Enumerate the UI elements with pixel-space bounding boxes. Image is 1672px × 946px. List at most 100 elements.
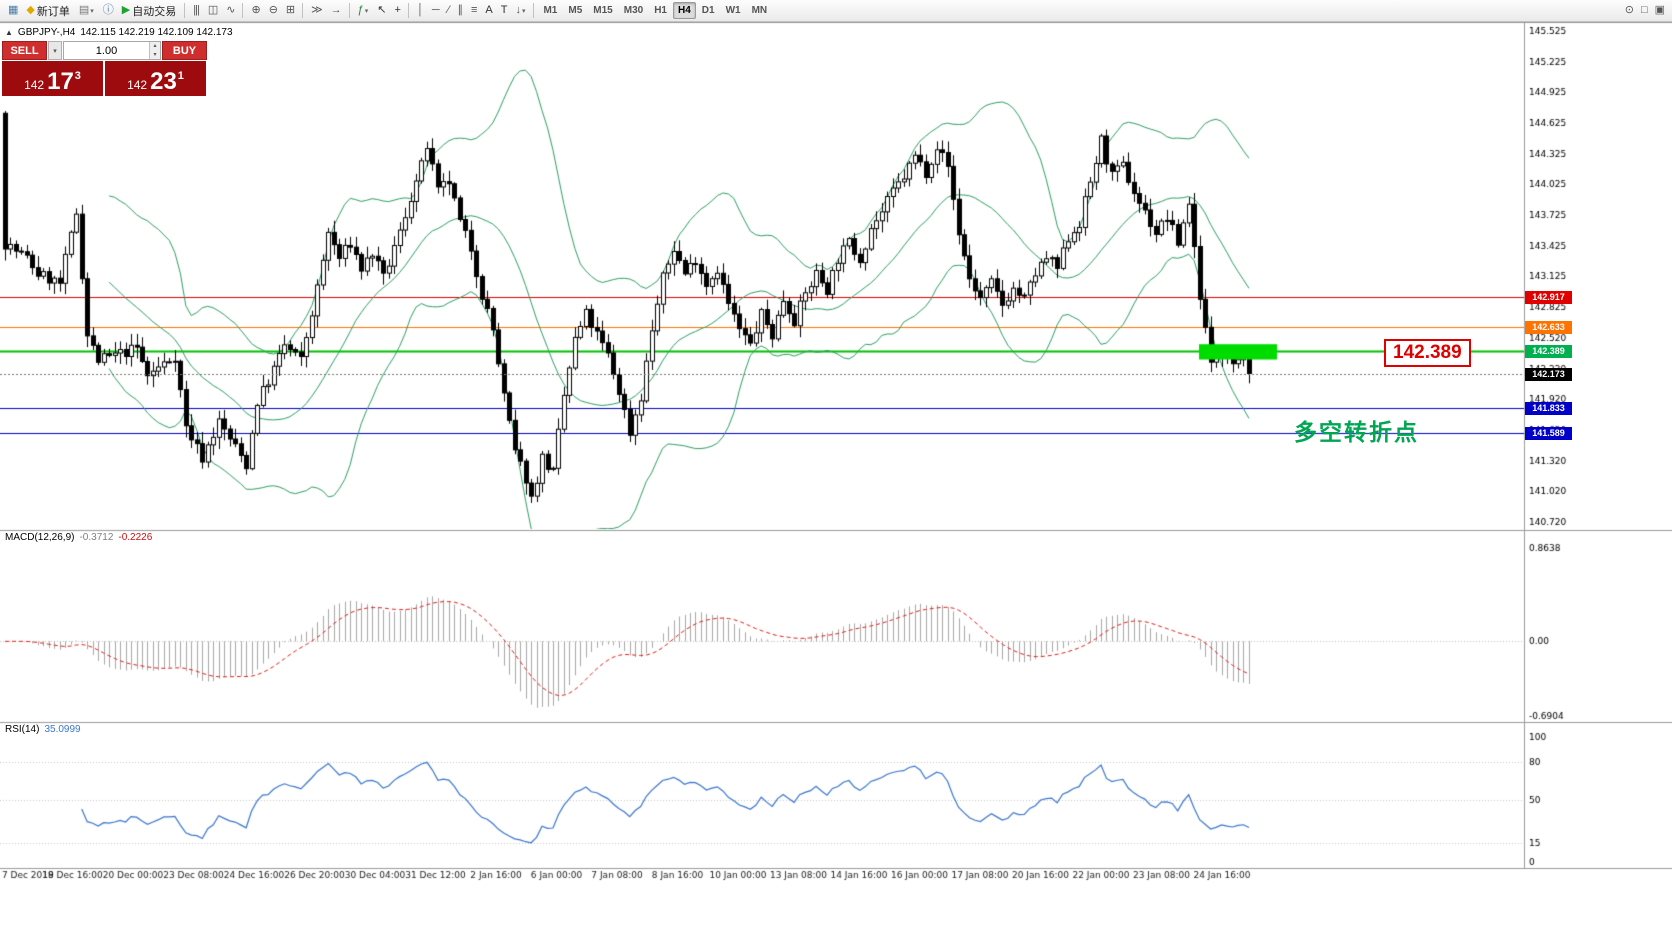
new-order-label: 新订单 (36, 5, 70, 18)
chart-symbol-label: GBPJPY-,H4 (17, 27, 76, 38)
text-button[interactable]: A (481, 2, 495, 20)
buy-price-pip: 1 (177, 70, 184, 82)
hline-badge-141833: 141.833 (1525, 402, 1572, 416)
vertical-line-button[interactable]: │ (413, 2, 427, 20)
auto-trading-label: 自动交易 (132, 5, 177, 18)
sell-button[interactable]: SELL (2, 41, 47, 60)
fibonacci-button[interactable]: ≡ (467, 2, 480, 20)
horizontal-line-button[interactable]: ─ (428, 2, 443, 20)
auto-trading-button[interactable]: ▶ 自动交易 (118, 2, 180, 20)
timeframe-m5[interactable]: M5 (568, 5, 583, 16)
price-chart-canvas[interactable] (0, 22, 1672, 946)
bar-chart-type-button[interactable]: ||| (189, 2, 203, 20)
text-icon: A (485, 4, 492, 16)
cursor-icon: ↖ (377, 4, 386, 16)
buy-button[interactable]: BUY (162, 41, 207, 60)
search-button[interactable]: ⊙ (1621, 2, 1637, 20)
trendline-icon: ∕ (447, 4, 450, 16)
cursor-button[interactable]: ↖ (373, 2, 389, 20)
rsi-indicator-label: RSI(14) 35.0999 (5, 724, 81, 735)
chart-shift-button[interactable]: → (327, 2, 345, 20)
chart-profiles-chevron-down-icon: ▾ (90, 7, 94, 15)
hline-badge-142917: 142.917 (1525, 291, 1572, 305)
horizontal-line-icon: ─ (431, 4, 440, 16)
arrows-button[interactable]: ↓ ▾ (511, 2, 529, 20)
main-toolbar: ▦ ◆ 新订单 ▤ ▾ ⓘ ▶ 自动交易 ||| ◫ ∿ ⊕ ⊖ ⊞ ≫ → ƒ ▾ ↖ + │ ─ ∕ ∥ ≡ A T ↓ ▾ M1 M5… (0, 0, 1672, 22)
new-window-icon: □ (1640, 4, 1648, 16)
crosshair-icon: + (394, 4, 402, 16)
new-chart-button[interactable]: ▦ (4, 2, 21, 20)
crosshair-button[interactable]: + (391, 2, 404, 20)
window-layout-button[interactable]: ▣ (1651, 2, 1668, 20)
macd-indicator-label: MACD(12,26,9) -0.3712 -0.2226 (5, 532, 152, 543)
new-chart-icon: ▦ (8, 4, 18, 16)
timeframe-h1[interactable]: H1 (654, 5, 667, 16)
volume-field: ▴ ▾ (63, 41, 161, 60)
auto-scroll-button[interactable]: ≫ (307, 2, 326, 20)
toolbar-separator (184, 3, 186, 18)
chart-profiles-button[interactable]: ▤ ▾ (75, 2, 98, 20)
tile-windows-icon: ⊞ (285, 4, 295, 16)
macd-signal-value: -0.2226 (118, 532, 153, 543)
toolbar-separator (407, 3, 409, 18)
toolbar-right-group: ⊙ □ ▣ (1621, 2, 1668, 20)
chart-symbol-info: ▲ GBPJPY-,H4 142.115 142.219 142.109 142… (5, 27, 233, 38)
timeframe-m1[interactable]: M1 (543, 5, 558, 16)
text-label-button[interactable]: T (497, 2, 511, 20)
line-chart-type-icon: ∿ (226, 4, 235, 16)
buy-price-prefix: 142 (127, 77, 148, 92)
search-icon: ⊙ (1624, 4, 1634, 16)
volume-input[interactable] (64, 42, 149, 59)
indicators-chevron-down-icon: ▾ (364, 7, 369, 15)
candlestick-chart-type-button[interactable]: ◫ (204, 2, 221, 20)
timeframe-m15[interactable]: M15 (593, 5, 613, 16)
sell-price-big: 17 (47, 67, 74, 95)
equidistant-channel-icon: ∥ (457, 4, 462, 16)
bid-price-badge: 142.173 (1525, 367, 1572, 381)
hline-badge-142633: 142.633 (1525, 320, 1572, 334)
timeframe-h4[interactable]: H4 (672, 2, 696, 19)
window-layout-icon: ▣ (1654, 4, 1665, 16)
rsi-value: 35.0999 (44, 724, 81, 735)
sell-price-pip: 3 (74, 70, 81, 82)
turning-point-annotation[interactable]: 多空转折点 (1294, 419, 1419, 445)
indicators-icon: ƒ (357, 4, 364, 16)
order-options-button[interactable]: ▾ (48, 41, 62, 60)
spin-up-icon[interactable]: ▴ (150, 42, 160, 51)
volume-stepper: ▴ ▾ (149, 42, 160, 59)
new-order-button[interactable]: ◆ 新订单 (22, 2, 73, 20)
zoom-in-button[interactable]: ⊕ (247, 2, 263, 20)
timeframe-m30[interactable]: M30 (623, 5, 644, 16)
indicators-button[interactable]: ƒ ▾ (354, 2, 373, 20)
sell-price-prefix: 142 (24, 77, 45, 92)
equidistant-channel-button[interactable]: ∥ (453, 2, 466, 20)
zoom-in-icon: ⊕ (251, 4, 260, 16)
toolbar-separator (533, 3, 535, 18)
chevron-down-icon: ▾ (53, 47, 57, 55)
sell-price-display[interactable]: 142 17 3 (2, 61, 103, 96)
toolbar-separator (242, 3, 244, 18)
zoom-out-button[interactable]: ⊖ (265, 2, 281, 20)
macd-main-value: -0.3712 (79, 532, 114, 543)
line-chart-type-button[interactable]: ∿ (222, 2, 238, 20)
buy-price-big: 23 (150, 67, 177, 95)
timeframe-d1[interactable]: D1 (701, 5, 715, 16)
new-order-icon: ◆ (26, 4, 35, 16)
timeframe-w1[interactable]: W1 (725, 5, 741, 16)
price-callout[interactable]: 142.389 (1384, 339, 1471, 367)
chart-ohlc-label: 142.115 142.219 142.109 142.173 (80, 27, 233, 38)
auto-scroll-icon: ≫ (311, 4, 322, 16)
trendline-button[interactable]: ∕ (444, 2, 453, 20)
bar-chart-type-icon: ||| (193, 4, 200, 16)
auto-trading-icon: ▶ (121, 4, 131, 16)
hline-badge-142389: 142.389 (1525, 345, 1572, 359)
timeframe-mn[interactable]: MN (751, 5, 768, 16)
spin-down-icon[interactable]: ▾ (150, 50, 160, 59)
new-window-button[interactable]: □ (1637, 2, 1651, 20)
data-window-button[interactable]: ⓘ (99, 2, 117, 20)
one-click-collapse-icon[interactable]: ▲ (5, 28, 13, 37)
buy-price-display[interactable]: 142 23 1 (105, 61, 206, 96)
tile-windows-button[interactable]: ⊞ (282, 2, 298, 20)
